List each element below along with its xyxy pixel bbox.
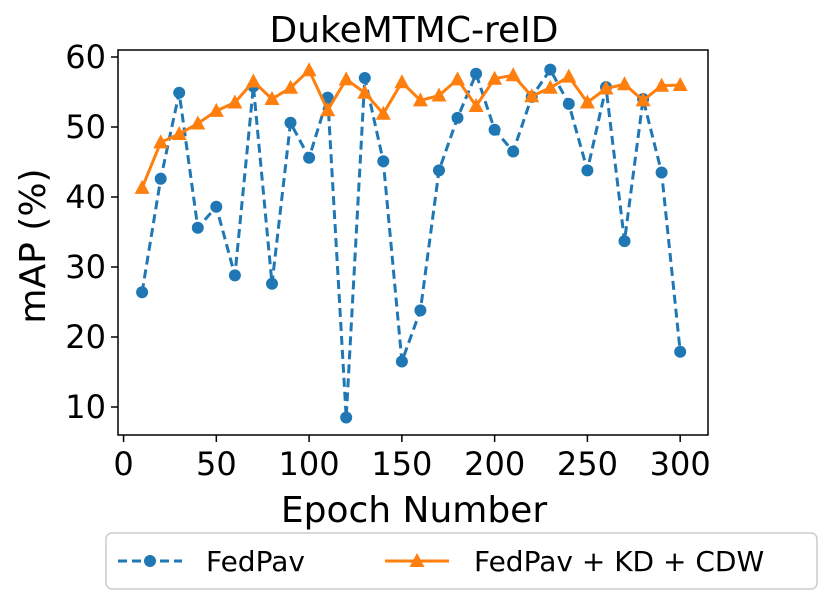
data-point-fedpav-kd-cdw-290 bbox=[654, 77, 670, 92]
data-point-fedpav-kd-cdw-60 bbox=[227, 94, 243, 109]
data-point-fedpav-300 bbox=[674, 345, 687, 358]
data-point-fedpav-10 bbox=[136, 286, 149, 299]
data-point-fedpav-130 bbox=[358, 72, 371, 84]
y-tick-label-50: 50 bbox=[65, 108, 106, 146]
data-point-fedpav-160 bbox=[414, 304, 427, 317]
data-point-fedpav-kd-cdw-100 bbox=[301, 62, 317, 77]
data-point-fedpav-kd-cdw-160 bbox=[412, 92, 428, 107]
legend-entry-fedpav: FedPav bbox=[118, 545, 305, 578]
legend-label-fedpav-kd-cdw: FedPav + KD + CDW bbox=[474, 545, 764, 578]
x-tick-label-0: 0 bbox=[113, 445, 133, 483]
data-point-fedpav-kd-cdw-190 bbox=[468, 98, 484, 112]
data-point-fedpav-120 bbox=[340, 411, 353, 424]
legend-frame bbox=[105, 532, 818, 590]
data-point-fedpav-kd-cdw-90 bbox=[283, 79, 298, 94]
plot-area bbox=[134, 62, 688, 424]
data-point-fedpav-kd-cdw-80 bbox=[264, 91, 280, 105]
legend-marker-fedpav bbox=[144, 555, 156, 567]
data-point-fedpav-kd-cdw-50 bbox=[208, 102, 224, 117]
data-point-fedpav-kd-cdw-260 bbox=[598, 80, 614, 95]
plot-frame bbox=[117, 49, 709, 436]
data-point-fedpav-kd-cdw-240 bbox=[561, 68, 577, 83]
series-line-fedpav-kd-cdw bbox=[140, 68, 681, 189]
data-point-fedpav-270 bbox=[618, 235, 631, 248]
data-point-fedpav-kd-cdw-130 bbox=[357, 84, 373, 99]
data-point-fedpav-kd-cdw-170 bbox=[431, 87, 447, 102]
data-point-fedpav-kd-cdw-110 bbox=[320, 102, 336, 117]
series-line-fedpav bbox=[140, 68, 682, 419]
data-point-fedpav-250 bbox=[581, 164, 594, 177]
data-point-fedpav-90 bbox=[284, 116, 297, 129]
legend-entry-fedpav-kd-cdw: FedPav + KD + CDW bbox=[385, 545, 764, 578]
x-tick-label-100: 100 bbox=[279, 445, 340, 483]
data-point-fedpav-100 bbox=[303, 151, 316, 164]
data-point-fedpav-170 bbox=[433, 164, 445, 177]
data-point-fedpav-60 bbox=[228, 269, 241, 282]
data-point-fedpav-kd-cdw-300 bbox=[672, 77, 688, 91]
x-tick-label-200: 200 bbox=[464, 445, 525, 483]
y-tick-label-60: 60 bbox=[65, 38, 106, 76]
y-axis-label: mAP (%) bbox=[13, 168, 54, 323]
data-point-fedpav-20 bbox=[154, 172, 167, 185]
data-point-fedpav-kd-cdw-230 bbox=[542, 79, 558, 94]
data-point-fedpav-150 bbox=[395, 355, 408, 368]
data-point-fedpav-kd-cdw-70 bbox=[245, 73, 261, 88]
y-tick-label-30: 30 bbox=[65, 248, 106, 286]
data-point-fedpav-40 bbox=[191, 221, 204, 234]
x-tick-label-150: 150 bbox=[371, 445, 432, 483]
data-point-fedpav-kd-cdw-30 bbox=[171, 126, 187, 140]
data-point-fedpav-230 bbox=[544, 63, 557, 76]
data-point-fedpav-kd-cdw-120 bbox=[338, 71, 354, 86]
data-point-fedpav-kd-cdw-180 bbox=[450, 71, 465, 86]
y-tick-label-20: 20 bbox=[65, 318, 106, 356]
legend: FedPav FedPav + KD + CDW bbox=[105, 532, 818, 590]
data-point-fedpav-kd-cdw-250 bbox=[579, 94, 595, 109]
data-point-fedpav-kd-cdw-200 bbox=[487, 70, 503, 85]
data-point-fedpav-kd-cdw-10 bbox=[134, 179, 150, 194]
axes: 0 50 100 150 200 250 300 10 20 30 40 50 60 bbox=[65, 38, 710, 483]
data-point-fedpav-210 bbox=[507, 145, 520, 158]
data-point-fedpav-kd-cdw-150 bbox=[394, 74, 410, 89]
data-point-fedpav-kd-cdw-210 bbox=[505, 67, 521, 82]
data-point-fedpav-80 bbox=[266, 277, 278, 290]
x-tick-label-250: 250 bbox=[557, 445, 618, 483]
data-point-fedpav-30 bbox=[173, 86, 186, 99]
data-point-fedpav-180 bbox=[451, 111, 464, 124]
x-tick-label-300: 300 bbox=[650, 445, 711, 483]
y-tick-label-40: 40 bbox=[65, 178, 106, 216]
data-point-fedpav-50 bbox=[210, 200, 223, 213]
data-point-fedpav-kd-cdw-280 bbox=[635, 92, 651, 107]
data-point-fedpav-kd-cdw-270 bbox=[617, 76, 632, 91]
data-point-fedpav-kd-cdw-20 bbox=[153, 134, 169, 149]
chart-title: DukeMTMC-reID bbox=[270, 10, 559, 51]
data-point-fedpav-290 bbox=[655, 166, 668, 179]
data-point-fedpav-240 bbox=[562, 97, 575, 110]
y-tick-label-10: 10 bbox=[65, 388, 106, 426]
legend-label-fedpav: FedPav bbox=[206, 545, 305, 578]
data-point-fedpav-200 bbox=[488, 123, 501, 136]
data-point-fedpav-kd-cdw-40 bbox=[190, 115, 206, 130]
data-point-fedpav-140 bbox=[377, 155, 390, 168]
x-axis-label: Epoch Number bbox=[281, 490, 547, 531]
data-point-fedpav-190 bbox=[470, 67, 483, 80]
x-tick-label-50: 50 bbox=[196, 445, 237, 483]
data-point-fedpav-kd-cdw-220 bbox=[524, 88, 540, 103]
data-point-fedpav-kd-cdw-140 bbox=[375, 105, 391, 120]
legend-marker-fedpav-kd-cdw bbox=[409, 553, 425, 567]
